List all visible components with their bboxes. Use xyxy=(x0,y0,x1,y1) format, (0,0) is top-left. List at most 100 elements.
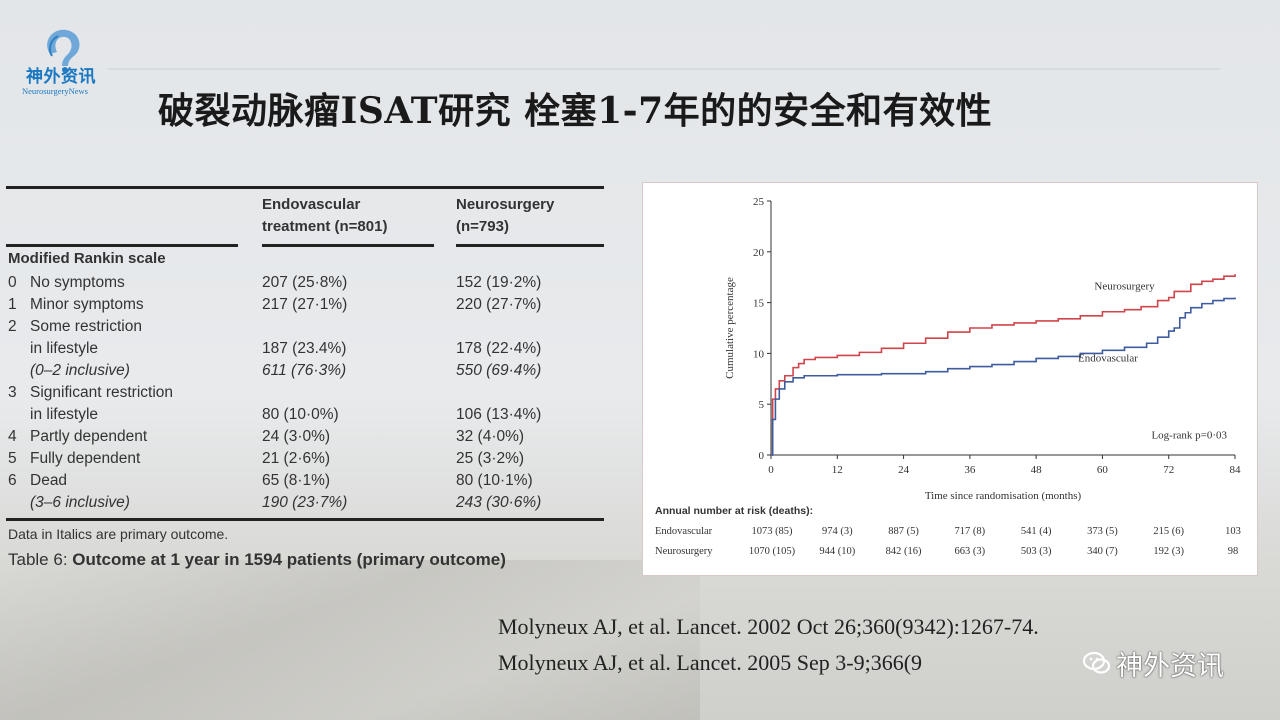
row-label: Fully dependent xyxy=(30,450,141,467)
table-note: Data in Italics are primary outcome. xyxy=(8,526,229,542)
x-tick-label: 36 xyxy=(964,464,976,476)
risk-cell: 1073 (85) xyxy=(751,526,793,537)
risk-table: Annual number at risk (deaths): Endovasc… xyxy=(643,183,1259,577)
row-number: 3 xyxy=(8,384,17,401)
col-header-neuro-line2: (n=793) xyxy=(456,218,509,235)
table-row: 2 Some restriction xyxy=(6,316,606,338)
risk-cell: 215 (6) xyxy=(1153,526,1185,537)
row-label: (3–6 inclusive) xyxy=(30,494,130,511)
row-number: 0 xyxy=(8,274,17,291)
neurosurgery-value: 25 (3·2%) xyxy=(456,450,525,467)
endovascular-value: 65 (8·1%) xyxy=(262,472,331,489)
col-header-endovascular: Endovascular treatment (n=801) xyxy=(262,194,387,238)
col-header-neuro-line1: Neurosurgery xyxy=(456,196,555,213)
col-header-neurosurgery: Neurosurgery (n=793) xyxy=(456,194,554,238)
x-tick-label: 60 xyxy=(1097,464,1109,476)
brain-logo-icon xyxy=(47,29,80,73)
header-rule-mid xyxy=(262,244,434,247)
logo-name: 神外资讯 xyxy=(26,67,96,87)
series-label-neurosurgery: Neurosurgery xyxy=(1094,280,1155,292)
section-label: Modified Rankin scale xyxy=(8,250,166,267)
risk-cell: 1070 (105) xyxy=(748,546,796,557)
x-tick-label: 24 xyxy=(898,464,910,476)
table-row: in lifestyle 80 (10·0%) 106 (13·4%) xyxy=(6,404,606,426)
risk-cell: 887 (5) xyxy=(888,526,919,537)
risk-cell: 192 (3) xyxy=(1153,546,1185,557)
risk-cell: 103 xyxy=(1225,526,1241,537)
series-line-endovascular xyxy=(771,297,1236,456)
table-row: in lifestyle 187 (23.4%) 178 (22·4%) xyxy=(6,338,606,360)
risk-cell: 663 (3) xyxy=(954,546,986,557)
x-tick-label: 72 xyxy=(1163,464,1174,476)
km-chart-panel: 0 5 10 15 20 25 0 12 24 36 48 60 72 84 Time since rand… xyxy=(642,182,1258,576)
background-texture xyxy=(0,560,700,720)
risk-cell: 541 (4) xyxy=(1020,526,1052,537)
y-tick-label: 15 xyxy=(753,298,765,310)
y-tick-label: 25 xyxy=(753,196,765,208)
header-rule-right xyxy=(456,244,604,247)
logo-subtitle: NeurosurgeryNews xyxy=(22,86,88,96)
neurosurgery-value: 152 (19·2%) xyxy=(456,274,542,291)
risk-cell: 340 (7) xyxy=(1087,546,1118,557)
row-label: No symptoms xyxy=(30,274,125,291)
reference-1: Molyneux AJ, et al. Lancet. 2002 Oct 26;… xyxy=(498,614,1039,639)
row-label: (0–2 inclusive) xyxy=(30,362,130,379)
risk-cell: 98 xyxy=(1227,546,1239,557)
title-divider xyxy=(108,68,1220,70)
x-tick-label: 12 xyxy=(832,464,843,476)
row-label: Minor symptoms xyxy=(30,296,144,313)
table-row: 1 Minor symptoms 217 (27·1%) 220 (27·7%) xyxy=(6,294,606,316)
row-number: 2 xyxy=(8,318,17,335)
endovascular-value: 21 (2·6%) xyxy=(262,450,331,467)
table-row: 5 Fully dependent 21 (2·6%) 25 (3·2%) xyxy=(6,448,606,470)
endovascular-value: 24 (3·0%) xyxy=(262,428,331,445)
neurosurgery-value: 220 (27·7%) xyxy=(456,296,542,313)
col-header-endo-line1: Endovascular xyxy=(262,196,361,213)
row-number: 4 xyxy=(8,428,17,445)
risk-cell: 717 (8) xyxy=(954,526,986,537)
row-label: Dead xyxy=(30,472,68,489)
neurosurgery-value: 80 (10·1%) xyxy=(456,472,533,489)
y-tick-label: 0 xyxy=(759,450,765,462)
row-label: in lifestyle xyxy=(30,340,99,357)
watermark: 神外资讯 xyxy=(1082,646,1224,682)
risk-cell: 944 (10) xyxy=(819,546,856,557)
table-bottom-rule xyxy=(6,518,604,521)
row-number: 6 xyxy=(8,472,17,489)
table-row: 6 Dead 65 (8·1%) 80 (10·1%) xyxy=(6,470,606,492)
reference-2: Molyneux AJ, et al. Lancet. 2005 Sep 3-9… xyxy=(498,650,923,675)
neurosurgery-value: 243 (30·6%) xyxy=(456,494,542,511)
series-label-endovascular: Endovascular xyxy=(1078,353,1138,365)
neurosurgery-value: 32 (4·0%) xyxy=(456,428,525,445)
table-row: 3 Significant restriction xyxy=(6,382,606,404)
endovascular-value: 217 (27·1%) xyxy=(262,296,348,313)
risk-row-name: Endovascular xyxy=(655,526,713,537)
row-number: 5 xyxy=(8,450,17,467)
caption-bold: Outcome at 1 year in 1594 patients (prim… xyxy=(72,550,506,569)
x-tick-label: 84 xyxy=(1230,464,1242,476)
row-label: Some restriction xyxy=(30,318,142,335)
risk-table-header: Annual number at risk (deaths): xyxy=(655,505,814,517)
table-row: (0–2 inclusive) 611 (76·3%) 550 (69·4%) xyxy=(6,360,606,382)
risk-cell: 974 (3) xyxy=(821,526,853,537)
neurosurgery-value: 106 (13·4%) xyxy=(456,406,542,423)
risk-cell: 373 (5) xyxy=(1087,526,1118,537)
x-tick-label: 48 xyxy=(1031,464,1043,476)
row-number: 1 xyxy=(8,296,17,313)
series-line-neurosurgery xyxy=(771,274,1236,456)
endovascular-value: 190 (23·7%) xyxy=(262,494,348,511)
risk-cell: 842 (16) xyxy=(885,546,922,557)
slide-title: 破裂动脉瘤ISAT研究 栓塞1-7年的的安全和有效性 xyxy=(158,90,993,132)
y-tick-label: 5 xyxy=(759,399,765,411)
wechat-icon xyxy=(1082,651,1111,674)
x-axis-label: Time since randomisation (months) xyxy=(925,490,1082,502)
y-tick-label: 10 xyxy=(753,348,765,360)
km-chart: 0 5 10 15 20 25 0 12 24 36 48 60 72 84 Time since rand… xyxy=(724,196,1242,502)
neurosurgery-value: 550 (69·4%) xyxy=(456,362,542,379)
watermark-text: 神外资讯 xyxy=(1116,650,1224,682)
row-label: in lifestyle xyxy=(30,406,99,423)
y-tick-label: 20 xyxy=(753,247,765,259)
x-tick-label: 0 xyxy=(768,464,774,476)
endovascular-value: 207 (25·8%) xyxy=(262,274,348,291)
table-row: (3–6 inclusive) 190 (23·7%) 243 (30·6%) xyxy=(6,492,606,514)
